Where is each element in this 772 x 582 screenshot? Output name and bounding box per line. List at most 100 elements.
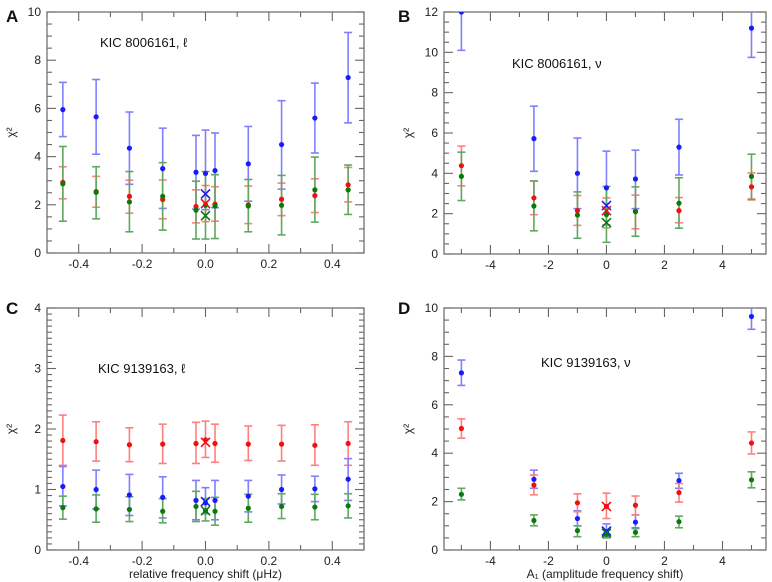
data-point-green bbox=[632, 529, 639, 535]
x-tick-label: -0.4 bbox=[68, 257, 89, 271]
panel-letter: D bbox=[398, 299, 410, 318]
data-point-green bbox=[531, 203, 537, 209]
cross-marker-green bbox=[200, 505, 211, 516]
cross-marker-red bbox=[601, 501, 612, 512]
y-tick-label: 4 bbox=[34, 301, 41, 315]
data-point-green bbox=[193, 207, 199, 213]
y-tick-label: 6 bbox=[34, 101, 41, 115]
data-point-red bbox=[126, 193, 133, 199]
data-point-blue bbox=[93, 114, 99, 120]
x-tick-label: -0.2 bbox=[132, 257, 153, 271]
data-point-blue bbox=[160, 166, 166, 172]
data-layer bbox=[58, 31, 353, 240]
y-axis-title: χ² bbox=[4, 424, 18, 434]
y-tick-label: 0 bbox=[34, 246, 41, 260]
x-tick-label: 0.4 bbox=[324, 554, 341, 568]
data-point-blue bbox=[126, 145, 133, 151]
data-point-blue bbox=[212, 497, 218, 503]
data-point-red bbox=[312, 193, 318, 199]
y-axis-title: χ² bbox=[4, 127, 18, 137]
data-point-red bbox=[574, 500, 581, 506]
data-point-green bbox=[458, 491, 465, 497]
data-point-blue bbox=[748, 25, 755, 31]
panel-c: 0 1 2 3 4 -0.4 -0.2 0.0 0.2 0.4 relative frequency… bbox=[4, 299, 365, 581]
data-point-red bbox=[193, 203, 199, 210]
x-tick-label: 0 bbox=[603, 554, 610, 568]
data-point-blue bbox=[748, 313, 755, 320]
data-point-red bbox=[676, 208, 682, 214]
data-point-red bbox=[531, 195, 537, 201]
x-axis-title: relative frequency shift (μHz) bbox=[129, 567, 282, 581]
y-axis-title: χ² bbox=[401, 128, 415, 138]
x-tick-label: -0.2 bbox=[132, 554, 153, 568]
data-point-red bbox=[345, 182, 351, 188]
data-point-blue bbox=[278, 486, 285, 493]
data-point-green bbox=[193, 503, 199, 510]
data-point-red bbox=[458, 425, 465, 432]
x-tick-label: 0.0 bbox=[197, 554, 214, 568]
y-tick-label: 2 bbox=[34, 422, 41, 436]
cross-marker-blue bbox=[200, 496, 211, 507]
data-point-blue bbox=[126, 492, 133, 498]
x-tick-label: -4 bbox=[485, 258, 496, 272]
data-point-green bbox=[245, 505, 251, 511]
x-tick-label: -0.4 bbox=[68, 554, 89, 568]
data-point-red bbox=[60, 437, 66, 444]
x-tick-label: 0 bbox=[603, 258, 610, 272]
data-point-green bbox=[748, 173, 755, 179]
y-tick-label: 0 bbox=[34, 543, 41, 557]
data-layer bbox=[58, 414, 353, 526]
data-point-red bbox=[676, 490, 682, 496]
panel-a: 0 2 4 6 8 10 -0.4 -0.2 0.0 0.2 0.4 χ² A KIC 8006161, … bbox=[4, 5, 365, 271]
data-point-green bbox=[126, 506, 133, 513]
plot-frame bbox=[443, 11, 767, 255]
y-tick-label: 10 bbox=[425, 45, 439, 59]
data-point-blue bbox=[93, 486, 99, 493]
cross-marker-red bbox=[200, 198, 211, 209]
y-axis-title: χ² bbox=[401, 424, 415, 434]
x-tick-label: -4 bbox=[485, 554, 496, 568]
y-tick-label: 0 bbox=[431, 247, 438, 261]
data-point-red bbox=[278, 196, 285, 202]
data-layer bbox=[457, 308, 756, 539]
data-point-green bbox=[312, 504, 318, 510]
y-tick-label: 6 bbox=[431, 398, 438, 412]
cross-marker-red bbox=[601, 205, 612, 216]
data-point-green bbox=[312, 187, 318, 193]
y-tick-label: 10 bbox=[425, 301, 439, 315]
data-point-green bbox=[345, 187, 351, 193]
data-point-blue bbox=[193, 169, 199, 175]
x-tick-label: 2 bbox=[661, 554, 668, 568]
data-point-red bbox=[126, 442, 133, 448]
x-tick-label: 0.2 bbox=[261, 257, 278, 271]
data-point-red bbox=[278, 441, 285, 447]
x-tick-label: 4 bbox=[719, 258, 726, 272]
data-point-red bbox=[748, 440, 755, 446]
data-point-blue bbox=[676, 144, 682, 150]
cross-marker-green bbox=[601, 527, 612, 539]
data-point-blue bbox=[193, 497, 199, 503]
panel-annotation: KIC 9139163, ν bbox=[541, 355, 631, 370]
data-point-green bbox=[160, 508, 166, 514]
data-point-red bbox=[93, 439, 99, 445]
data-point-green bbox=[126, 199, 133, 205]
data-point-green bbox=[278, 503, 285, 510]
data-point-blue bbox=[345, 74, 351, 81]
panel-letter: C bbox=[6, 299, 18, 318]
data-point-green bbox=[212, 203, 218, 209]
x-tick-label: -2 bbox=[543, 258, 554, 272]
data-point-green bbox=[212, 508, 218, 514]
data-point-blue bbox=[245, 493, 251, 499]
data-point-blue bbox=[345, 476, 351, 482]
data-point-red bbox=[574, 208, 581, 214]
panel-annotation: KIC 8006161, ℓ bbox=[100, 35, 188, 50]
y-tick-label: 2 bbox=[431, 495, 438, 509]
data-point-blue bbox=[60, 483, 66, 490]
x-tick-label: 4 bbox=[719, 554, 726, 568]
panel-annotation: KIC 8006161, ν bbox=[512, 56, 602, 71]
data-point-blue bbox=[603, 185, 610, 191]
data-point-blue bbox=[676, 477, 682, 484]
x-axis-title: A₁ (amplitude frequency shift) bbox=[527, 567, 684, 581]
data-point-red bbox=[160, 441, 166, 447]
